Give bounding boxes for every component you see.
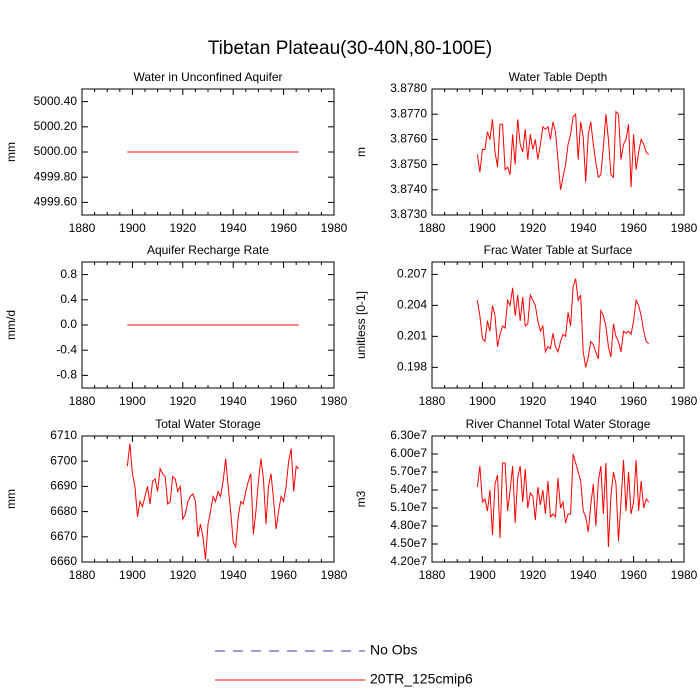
- legend-label: No Obs: [370, 642, 417, 658]
- x-tick-label: 1920: [169, 221, 196, 235]
- x-tick-label: 1980: [671, 394, 698, 408]
- x-tick-label: 1920: [519, 221, 546, 235]
- y-axis-label: mm/d: [4, 310, 18, 340]
- plot-frame: [431, 435, 685, 563]
- x-tick-label: 1940: [570, 221, 597, 235]
- data-line: [476, 110, 650, 190]
- y-tick-label: 6.30e7: [390, 428, 427, 442]
- y-tick-label: 0.201: [397, 329, 427, 343]
- y-tick-label: 5000.20: [34, 119, 78, 133]
- y-tick-label: 6680: [50, 504, 77, 518]
- y-tick-label: 6.00e7: [390, 446, 427, 460]
- y-axis-label: m3: [354, 490, 368, 507]
- x-tick-label: 1900: [119, 394, 146, 408]
- x-tick-label: 1960: [270, 221, 297, 235]
- x-tick-label: 1940: [570, 568, 597, 582]
- data-line: [476, 453, 650, 548]
- panel-title: River Channel Total Water Storage: [466, 417, 651, 431]
- y-tick-label: 3.8740: [390, 182, 427, 196]
- panel-title: Total Water Storage: [155, 417, 261, 431]
- x-tick-label: 1880: [419, 568, 446, 582]
- x-tick-label: 1960: [620, 568, 647, 582]
- y-tick-label: 6660: [50, 554, 77, 568]
- y-tick-label: -0.4: [56, 342, 77, 356]
- x-tick-label: 1980: [321, 394, 348, 408]
- x-tick-label: 1980: [671, 221, 698, 235]
- y-tick-label: 0.207: [397, 267, 427, 281]
- y-tick-label: 5.70e7: [390, 464, 427, 478]
- y-tick-label: 6670: [50, 529, 77, 543]
- y-tick-label: 0.204: [397, 298, 427, 312]
- y-tick-label: 6690: [50, 479, 77, 493]
- x-tick-label: 1980: [321, 221, 348, 235]
- x-tick-label: 1880: [69, 221, 96, 235]
- y-tick-label: 4.50e7: [390, 536, 427, 550]
- x-tick-label: 1900: [469, 394, 496, 408]
- x-tick-label: 1940: [220, 394, 247, 408]
- x-tick-label: 1940: [570, 394, 597, 408]
- y-tick-label: 0.8: [60, 267, 77, 281]
- x-tick-label: 1980: [321, 568, 348, 582]
- y-tick-label: 5.10e7: [390, 500, 427, 514]
- y-axis-label: mm: [4, 142, 18, 162]
- x-tick-label: 1900: [119, 568, 146, 582]
- plot-frame: [81, 88, 335, 216]
- y-tick-label: 5000.40: [34, 94, 78, 108]
- x-tick-label: 1960: [620, 221, 647, 235]
- y-tick-label: 6700: [50, 453, 77, 467]
- x-tick-label: 1960: [270, 394, 297, 408]
- x-tick-label: 1920: [169, 394, 196, 408]
- y-tick-label: 3.8730: [390, 207, 427, 221]
- y-tick-label: 0.4: [60, 292, 77, 306]
- x-tick-label: 1960: [270, 568, 297, 582]
- plot-frame: [431, 261, 685, 389]
- x-tick-label: 1980: [671, 568, 698, 582]
- y-tick-label: 0.0: [60, 317, 77, 331]
- x-tick-label: 1900: [119, 221, 146, 235]
- panel-title: Water in Unconfined Aquifer: [134, 70, 283, 84]
- y-tick-label: 4999.60: [34, 195, 78, 209]
- figure-title: Tibetan Plateau(30-40N,80-100E): [208, 38, 492, 59]
- x-tick-label: 1920: [169, 568, 196, 582]
- x-tick-label: 1940: [220, 568, 247, 582]
- x-tick-label: 1900: [469, 568, 496, 582]
- y-axis-label: mm: [4, 489, 18, 509]
- y-tick-label: 5000.00: [34, 144, 78, 158]
- panel-title: Frac Water Table at Surface: [484, 243, 633, 257]
- x-tick-label: 1960: [620, 394, 647, 408]
- y-tick-label: 0.198: [397, 360, 427, 374]
- y-tick-label: -0.8: [56, 368, 77, 382]
- y-tick-label: 4.20e7: [390, 554, 427, 568]
- x-tick-label: 1920: [519, 568, 546, 582]
- data-line: [476, 278, 650, 368]
- x-tick-label: 1920: [519, 394, 546, 408]
- y-tick-label: 4999.80: [34, 169, 78, 183]
- x-tick-label: 1880: [419, 394, 446, 408]
- panel-title: Water Table Depth: [509, 70, 608, 84]
- x-tick-label: 1880: [69, 394, 96, 408]
- y-axis-label: m: [354, 147, 368, 157]
- x-tick-label: 1880: [419, 221, 446, 235]
- panel-title: Aquifer Recharge Rate: [147, 243, 269, 257]
- x-tick-label: 1880: [69, 568, 96, 582]
- plot-frame: [81, 261, 335, 389]
- y-tick-label: 3.8770: [390, 106, 427, 120]
- y-tick-label: 4.80e7: [390, 518, 427, 532]
- y-tick-label: 3.8760: [390, 132, 427, 146]
- y-tick-label: 6710: [50, 428, 77, 442]
- y-axis-label: unitless [0-1]: [354, 291, 368, 359]
- y-tick-label: 3.8780: [390, 81, 427, 95]
- x-tick-label: 1900: [469, 221, 496, 235]
- y-tick-label: 5.40e7: [390, 482, 427, 496]
- y-tick-label: 3.8750: [390, 157, 427, 171]
- x-tick-label: 1940: [220, 221, 247, 235]
- plot-frame: [431, 88, 685, 216]
- plot-frame: [81, 435, 335, 563]
- legend-label: 20TR_125cmip6: [370, 671, 473, 687]
- data-line: [126, 443, 300, 560]
